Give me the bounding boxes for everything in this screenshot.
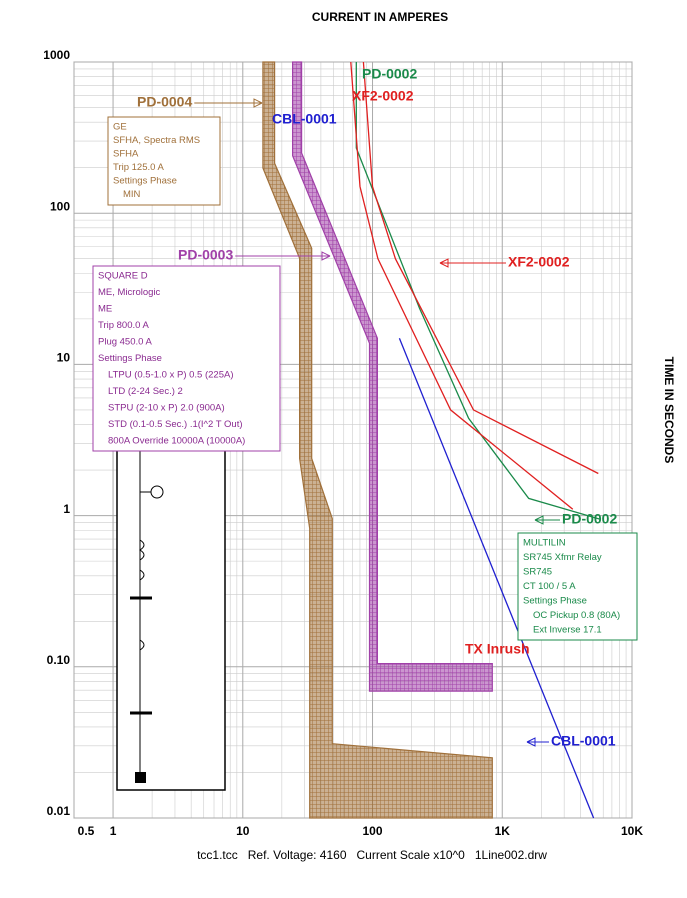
label-arrow	[526, 737, 549, 747]
info-line: CT 100 / 5 A	[523, 581, 576, 592]
y-axis-label: TIME IN SECONDS	[662, 357, 676, 464]
info-line: LTPU (0.5-1.0 x P) 0.5 (225A)	[108, 370, 234, 381]
info-line: 800A Override 10000A (10000A)	[108, 436, 245, 447]
inset-frame	[116, 433, 226, 791]
label-arrow	[235, 251, 331, 261]
chart-title: CURRENT IN AMPERES	[312, 10, 448, 24]
info-line: Trip 800.0 A	[98, 320, 150, 331]
info-line: SFHA	[113, 149, 139, 160]
info-line: Settings Phase	[523, 596, 587, 607]
info-box	[517, 532, 638, 641]
band	[292, 61, 493, 692]
series-label: CBL-0001	[551, 733, 616, 749]
series-label: XF2-0002	[352, 88, 414, 104]
info-box	[92, 265, 281, 452]
info-line: SFHA, Spectra RMS	[113, 135, 200, 146]
info-line: Plug 450.0 A	[98, 337, 153, 348]
info-line: Trip 125.0 A	[113, 162, 165, 173]
marks	[262, 61, 600, 819]
series-label: CBL-0001	[272, 111, 337, 127]
y-tick-label: 0.01	[47, 804, 71, 818]
info-line: GE	[113, 122, 127, 133]
inset-coils	[139, 539, 145, 651]
pd0002-box: MULTILIN SR745 Xfmr Relay SR745 CT 100 / 5 …	[517, 532, 638, 641]
band	[262, 61, 493, 819]
y-tick-label: 100	[50, 199, 70, 213]
x-tick-label: 0.5	[78, 824, 95, 838]
x-tick-label: 100	[363, 824, 383, 838]
series-label: PD-0002	[562, 511, 617, 527]
y-tick-label: 10	[57, 351, 71, 365]
x-tick-label: 1K	[495, 824, 511, 838]
curve-labels: PD-0004 PD-0003 PD-0002 PD-0002 XF2-0002 XF2-…	[137, 66, 617, 749]
info-line: SR745 Xfmr Relay	[523, 552, 602, 563]
info-line: SQUARE D	[98, 271, 148, 282]
info-line: MIN	[123, 189, 141, 200]
footer: tcc1.tcc Ref. Voltage: 4160 Current Scal…	[197, 848, 547, 862]
label-arrow	[194, 98, 263, 108]
inset-load	[135, 772, 146, 783]
info-line: MULTILIN	[523, 538, 566, 549]
x-tick-label: 1	[110, 824, 117, 838]
info-line: LTD (2-24 Sec.) 2	[108, 386, 183, 397]
y-tick-label: 1000	[43, 48, 70, 62]
series-label: PD-0004	[137, 94, 192, 110]
annotation: TX Inrush	[465, 641, 530, 657]
y-tick-label: 1	[63, 502, 70, 516]
info-line: OC Pickup 0.8 (80A)	[533, 610, 620, 621]
one-line-inset	[116, 433, 226, 791]
label-arrow	[534, 515, 560, 525]
info-line: STPU (2-10 x P) 2.0 (900A)	[108, 403, 225, 414]
series-label: PD-0003	[178, 247, 233, 263]
curve	[398, 337, 595, 819]
pd0004-box: GE SFHA, Spectra RMS SFHA Trip 125.0 A Setti…	[107, 116, 221, 206]
label-arrow	[439, 258, 506, 268]
series-label: XF2-0002	[508, 254, 570, 270]
x-tick-label: 10	[236, 824, 250, 838]
info-line: SR745	[523, 567, 552, 578]
info-box	[107, 116, 221, 206]
info-line: Ext Inverse 17.1	[533, 625, 602, 636]
info-line: ME	[98, 304, 112, 315]
info-line: STD (0.1-0.5 Sec.) .1(I^2 T Out)	[108, 419, 243, 430]
series-label: PD-0002	[362, 66, 417, 82]
pd0003-box: SQUARE D ME, Micrologic ME Trip 800.0 A Plug…	[92, 265, 281, 452]
info-line: Settings Phase	[113, 176, 177, 187]
info-line: Settings Phase	[98, 353, 162, 364]
y-tick-label: 0.10	[47, 653, 71, 667]
curve	[350, 61, 599, 510]
x-tick-label: 10K	[621, 824, 643, 838]
info-line: ME, Micrologic	[98, 287, 161, 298]
